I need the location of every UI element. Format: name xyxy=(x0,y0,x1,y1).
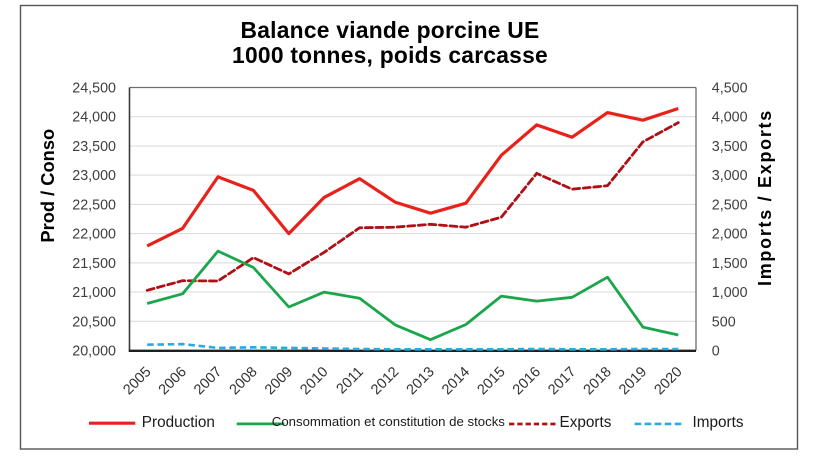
svg-text:21,000: 21,000 xyxy=(72,285,116,301)
svg-text:Exports: Exports xyxy=(560,414,612,431)
svg-text:23,500: 23,500 xyxy=(72,139,116,155)
svg-text:Consommation et constitution d: Consommation et constitution de stocks xyxy=(272,414,505,429)
svg-text:Imports / Exports: Imports / Exports xyxy=(755,109,775,286)
svg-text:2,000: 2,000 xyxy=(712,227,748,243)
svg-text:22,500: 22,500 xyxy=(72,197,116,213)
svg-text:21,500: 21,500 xyxy=(72,256,116,272)
svg-text:Production: Production xyxy=(142,414,215,431)
svg-text:0: 0 xyxy=(712,344,720,360)
svg-text:1,000: 1,000 xyxy=(712,285,748,301)
svg-text:Imports: Imports xyxy=(693,414,744,431)
svg-text:3,000: 3,000 xyxy=(712,168,748,184)
svg-text:2,500: 2,500 xyxy=(712,197,748,213)
svg-text:22,000: 22,000 xyxy=(72,227,116,243)
svg-text:24,500: 24,500 xyxy=(72,81,116,97)
svg-text:20,000: 20,000 xyxy=(72,344,116,360)
svg-text:20,500: 20,500 xyxy=(72,314,116,330)
svg-text:23,000: 23,000 xyxy=(72,168,116,184)
svg-text:24,000: 24,000 xyxy=(72,110,116,126)
svg-text:Prod / Conso: Prod / Conso xyxy=(37,129,58,243)
svg-text:4,000: 4,000 xyxy=(712,110,748,126)
svg-text:4,500: 4,500 xyxy=(712,81,748,97)
svg-text:500: 500 xyxy=(712,314,736,330)
svg-text:1,500: 1,500 xyxy=(712,256,748,272)
svg-text:3,500: 3,500 xyxy=(712,139,748,155)
